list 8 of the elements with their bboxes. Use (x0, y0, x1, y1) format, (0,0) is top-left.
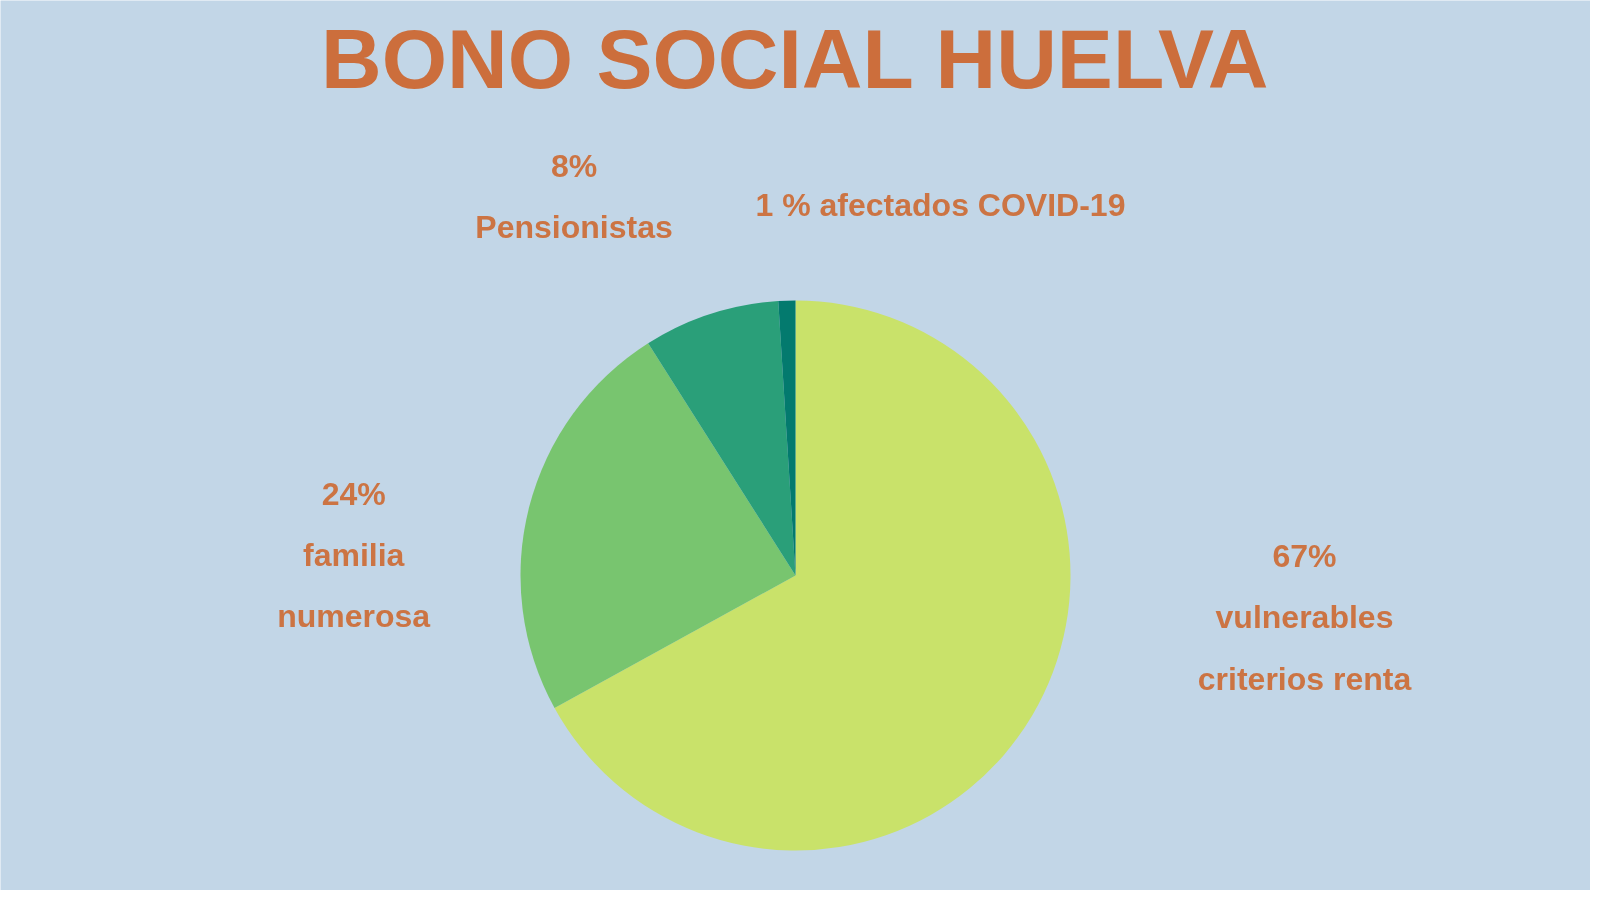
data-label: 67% (1272, 538, 1337, 575)
data-label: 24% (321, 475, 386, 512)
data-label: 8% (550, 148, 598, 185)
slice-label: familia numerosa (277, 536, 431, 635)
chart-title: BONO SOCIAL HUELVA (321, 11, 1269, 106)
slice-label: vulnerables criterios renta (1197, 599, 1412, 697)
slice-label: 1 % afectados COVID-19 (755, 186, 1126, 223)
slice-label: Pensionistas (475, 209, 673, 246)
